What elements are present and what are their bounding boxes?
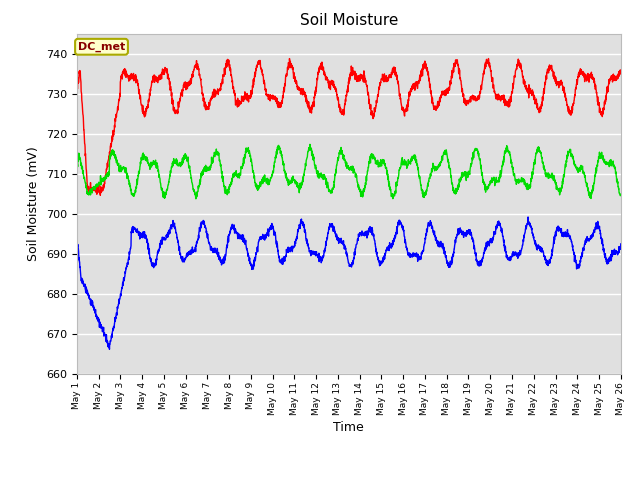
Theta2 [284, 179, 292, 185]
Line: Theta2: Theta2 [77, 144, 621, 199]
Theta3 [284, 250, 292, 255]
Theta1 [97, 192, 104, 198]
Theta2 [73, 171, 81, 177]
Theta1 [284, 65, 292, 71]
Line: Theta1: Theta1 [77, 59, 621, 195]
Theta1 [376, 79, 384, 85]
X-axis label: Time: Time [333, 420, 364, 433]
Theta2 [84, 191, 92, 196]
Theta1 [539, 94, 547, 100]
Theta2 [559, 176, 567, 182]
Theta3 [559, 231, 567, 237]
Theta2 [192, 196, 200, 202]
Theta1 [617, 67, 625, 73]
Theta3 [106, 347, 113, 352]
Theta3 [73, 245, 81, 251]
Theta2 [617, 192, 625, 198]
Theta3 [524, 214, 532, 220]
Theta2 [516, 179, 524, 184]
Theta3 [539, 249, 547, 254]
Theta1 [516, 62, 524, 68]
Text: DC_met: DC_met [78, 42, 125, 52]
Theta3 [376, 261, 384, 266]
Theta1 [559, 87, 567, 93]
Title: Soil Moisture: Soil Moisture [300, 13, 398, 28]
Theta3 [516, 248, 524, 253]
Theta2 [377, 157, 385, 163]
Theta2 [306, 142, 314, 147]
Y-axis label: Soil Moisture (mV): Soil Moisture (mV) [28, 146, 40, 262]
Line: Theta3: Theta3 [77, 217, 621, 349]
Theta1 [84, 187, 92, 192]
Theta3 [617, 241, 625, 247]
Theta2 [539, 159, 547, 165]
Theta3 [84, 291, 92, 297]
Theta1 [484, 56, 492, 61]
Theta1 [73, 86, 81, 92]
